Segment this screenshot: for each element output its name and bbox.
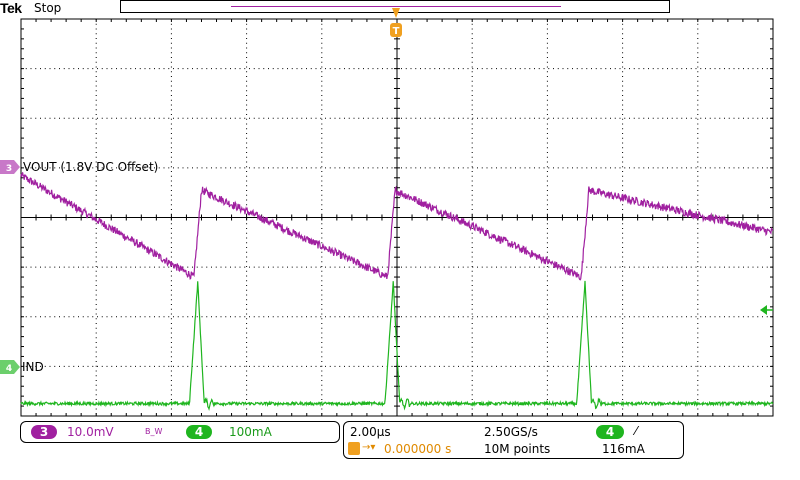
ch4-waveform	[20, 280, 774, 412]
trigger-slope-icon: ⁄	[635, 424, 638, 438]
ch4-scale: 100mA	[229, 425, 272, 439]
ch4-badge[interactable]: 4	[186, 425, 212, 439]
ch3-ground-marker[interactable]: 3	[0, 160, 20, 174]
sample-rate: 2.50GS/s	[484, 425, 538, 439]
brand-logo: Tek	[0, 0, 22, 16]
ch3-trace-label: VOUT (1.8V DC Offset)	[23, 160, 158, 174]
channel-readout-panel[interactable]: 3 10.0mV B_W 4 100mA	[20, 421, 340, 443]
acquisition-status: Stop	[34, 1, 62, 15]
trigger-delay: 0.000000 s	[384, 442, 452, 456]
trigger-level-marker[interactable]	[760, 305, 767, 315]
record-length: 10M points	[484, 442, 551, 456]
record-view-trace-indicator	[231, 6, 561, 7]
ch3-scale: 10.0mV	[67, 425, 114, 439]
trace-markers: T 3 VOUT (1.8V DC Offset) 4 IND	[0, 8, 773, 374]
timebase-trigger-panel[interactable]: 2.00µs 2.50GS/s 4 ⁄ →▾ 0.000000 s 10M po…	[343, 421, 684, 459]
ch4-marker-label: 4	[6, 364, 12, 374]
scope-screen: T 3 VOUT (1.8V DC Offset) 4 IND	[0, 8, 774, 417]
waveform-traces	[20, 172, 774, 412]
ch3-waveform	[20, 172, 774, 281]
ch3-marker-label: 3	[6, 164, 12, 174]
delay-arrow-icon: →▾	[362, 442, 376, 453]
ch3-badge[interactable]: 3	[31, 425, 57, 439]
timebase-scale: 2.00µs	[350, 425, 391, 439]
trigger-position-label: T	[393, 26, 400, 37]
trigger-level: 116mA	[602, 442, 645, 456]
ch3-bandwidth-icon: B_W	[145, 427, 163, 436]
ch4-ground-marker[interactable]: 4	[0, 360, 20, 374]
trigger-source-badge[interactable]: 4	[596, 425, 624, 439]
trigger-delay-icon	[348, 442, 360, 455]
graticule-grid	[20, 18, 774, 417]
ch4-trace-label: IND	[22, 360, 44, 374]
trigger-position-marker[interactable]: T	[390, 8, 402, 37]
